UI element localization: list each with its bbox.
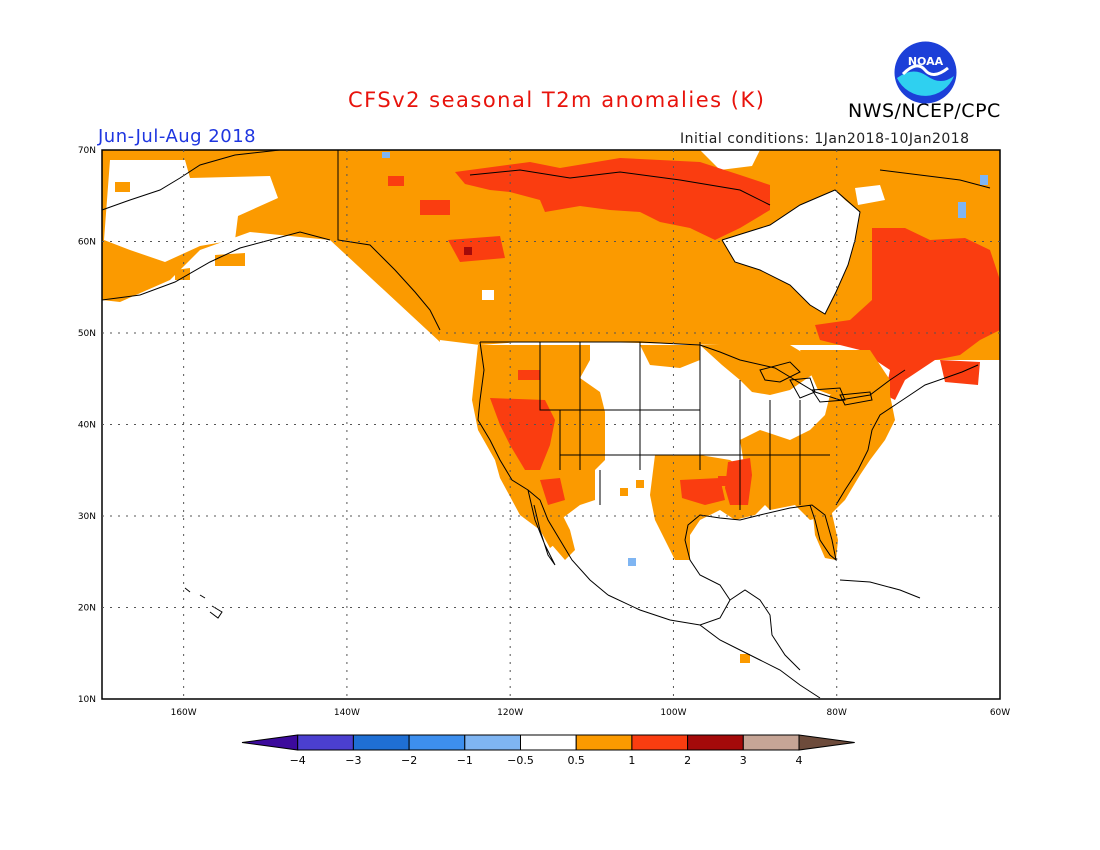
longitude-label: 100W (660, 708, 686, 718)
colorbar-swatch (631, 734, 689, 751)
colorbar-swatch (520, 734, 577, 751)
longitude-label: 140W (334, 708, 360, 718)
latitude-label: 50N (78, 329, 96, 339)
colorbar-swatch (297, 734, 354, 751)
longitude-label: 80W (827, 708, 847, 718)
colorbar-label: 2 (684, 754, 691, 767)
colorbar-swatch (575, 734, 633, 751)
colorbar-label: −4 (290, 754, 306, 767)
latitude-label: 30N (78, 512, 96, 522)
latitude-label: 40N (78, 421, 96, 431)
longitude-label: 160W (171, 708, 197, 718)
colorbar-swatch (408, 734, 466, 751)
longitude-label: 60W (990, 708, 1010, 718)
season-label: Jun-Jul-Aug 2018 (98, 126, 257, 147)
colorbar-swatch (687, 734, 744, 751)
map-title: CFSv2 seasonal T2m anomalies (K) (348, 88, 766, 112)
colorbar-swatch (742, 734, 800, 751)
longitude-labels: 160W 140W 120W 100W 80W 60W (171, 708, 1011, 718)
colorbar-swatch (352, 734, 410, 751)
colorbar-label: −2 (401, 754, 417, 767)
noaa-logo-text: NOAA (908, 55, 944, 68)
initial-conditions-label: Initial conditions: 1Jan2018-10Jan2018 (680, 131, 970, 147)
colorbar-label: 4 (796, 754, 803, 767)
colorbar-label: −3 (345, 754, 361, 767)
latitude-label: 60N (78, 238, 96, 248)
colorbar-label: 1 (628, 754, 635, 767)
colorbar-label: −1 (457, 754, 473, 767)
latitude-label: 20N (78, 604, 96, 614)
graticule (102, 150, 1000, 699)
longitude-label: 120W (497, 708, 523, 718)
colorbar-low-arrow (241, 734, 299, 751)
latitude-label: 70N (78, 146, 96, 156)
latitude-label: 10N (78, 695, 96, 705)
colorbar-high-arrow (798, 734, 855, 751)
agency-label: NWS/NCEP/CPC (848, 100, 1001, 122)
colorbar-label: 0.5 (567, 754, 585, 767)
latitude-labels: 70N 60N 50N 40N 30N 20N 10N (78, 146, 96, 705)
colorbar-swatch (464, 734, 521, 751)
noaa-logo: NOAA (894, 41, 957, 104)
colorbar-label: 3 (740, 754, 747, 767)
colorbar-label: −0.5 (507, 754, 534, 767)
